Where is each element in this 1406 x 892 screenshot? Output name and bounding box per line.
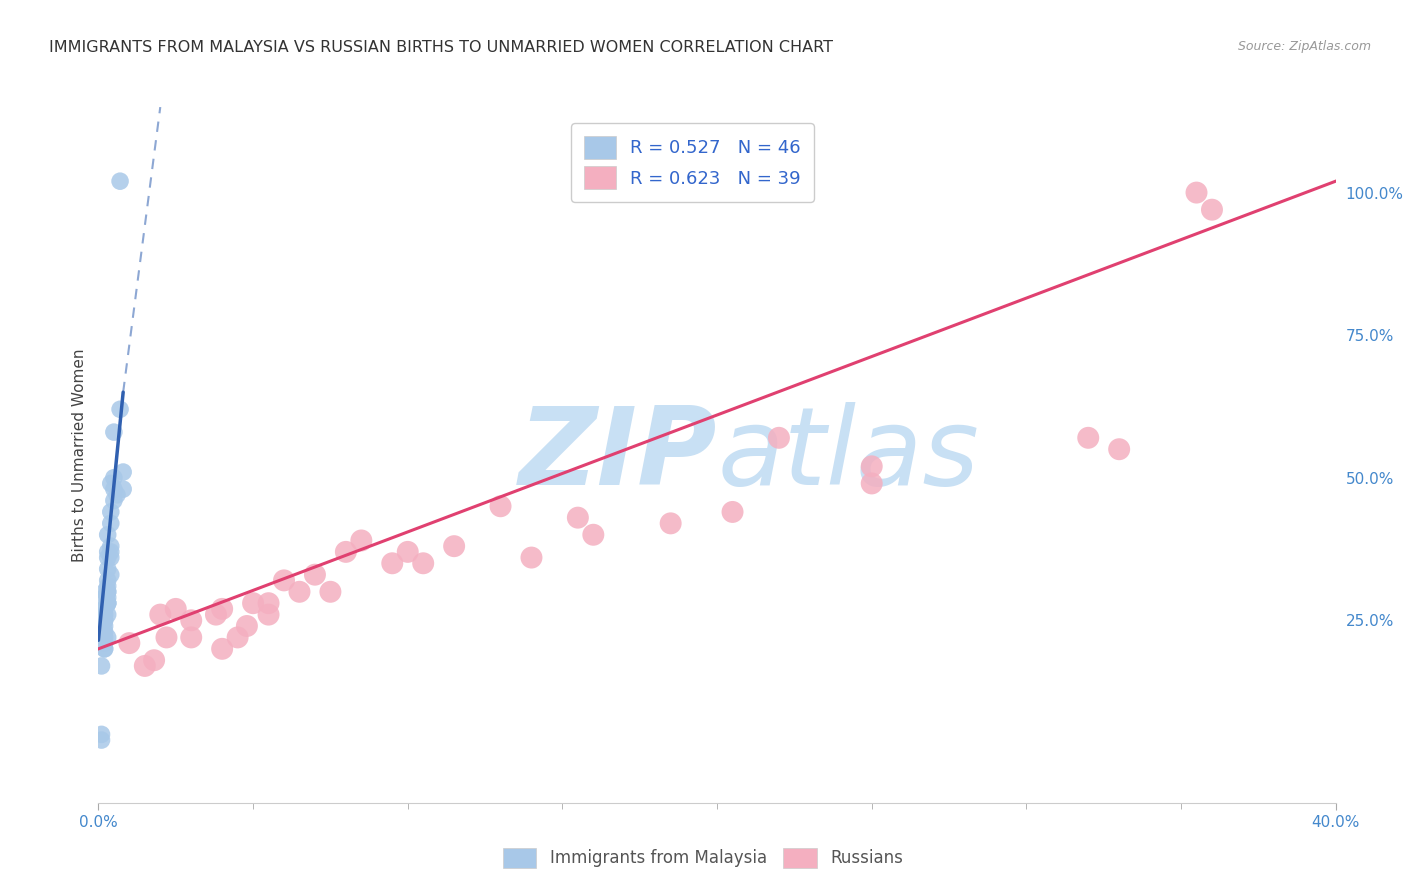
Point (93, 631, 115, 645)
Point (1201, 202, 1223, 217)
Text: ZIP: ZIP (519, 402, 717, 508)
Point (97, 545, 120, 559)
Point (768, 431, 790, 445)
Point (93, 591, 115, 605)
Point (103, 425, 125, 439)
Point (257, 596, 280, 610)
Point (93, 602, 115, 616)
Point (118, 636, 141, 650)
Point (97, 574, 120, 588)
Point (97, 579, 120, 593)
Point (288, 584, 311, 599)
Point (90, 659, 112, 673)
Point (112, 465, 135, 479)
Point (90, 733, 112, 747)
Point (108, 402, 131, 417)
Point (100, 516, 122, 531)
Point (721, 505, 744, 519)
Point (443, 539, 465, 553)
Point (97, 528, 120, 542)
Point (381, 556, 404, 570)
Point (112, 482, 135, 496)
Point (90, 727, 112, 741)
Point (97, 562, 120, 576)
Point (93, 641, 115, 656)
Point (97, 596, 120, 610)
Legend: R = 0.527   N = 46, R = 0.623   N = 39: R = 0.527 N = 46, R = 0.623 N = 39 (571, 123, 814, 202)
Point (105, 488, 128, 502)
Point (97, 631, 120, 645)
Point (93, 613, 115, 627)
Point (93, 602, 115, 616)
Point (659, 516, 682, 531)
Point (489, 500, 512, 514)
Point (1108, 442, 1130, 457)
Point (97, 596, 120, 610)
Point (335, 545, 357, 559)
Point (211, 641, 233, 656)
Point (134, 659, 156, 673)
Point (567, 510, 589, 524)
Point (93, 641, 115, 656)
Point (97, 607, 120, 622)
Point (273, 574, 295, 588)
Point (155, 631, 177, 645)
Point (412, 556, 434, 570)
Point (97, 591, 120, 605)
Point (93, 584, 115, 599)
Point (211, 602, 233, 616)
Point (165, 602, 187, 616)
Point (100, 539, 122, 553)
Point (226, 631, 249, 645)
Point (93, 636, 115, 650)
Point (103, 482, 125, 496)
Point (257, 607, 280, 622)
Point (97, 550, 120, 565)
Point (100, 505, 122, 519)
Point (93, 619, 115, 633)
Point (93, 607, 115, 622)
Point (93, 613, 115, 627)
Point (97, 584, 120, 599)
Point (319, 584, 342, 599)
Point (100, 476, 122, 491)
Point (180, 631, 202, 645)
Text: atlas: atlas (717, 402, 979, 508)
Point (97, 584, 120, 599)
Point (1077, 431, 1099, 445)
Point (242, 596, 264, 610)
Point (860, 476, 883, 491)
Point (97, 596, 120, 610)
Point (149, 607, 172, 622)
Legend: Immigrants from Malaysia, Russians: Immigrants from Malaysia, Russians (496, 841, 910, 875)
Point (180, 613, 202, 627)
Point (103, 493, 125, 508)
Point (350, 533, 373, 548)
Point (1185, 186, 1208, 200)
Point (582, 528, 605, 542)
Text: Source: ZipAtlas.com: Source: ZipAtlas.com (1237, 40, 1371, 54)
Point (520, 550, 543, 565)
Point (103, 471, 125, 485)
Point (396, 545, 419, 559)
Point (205, 607, 228, 622)
Y-axis label: Births to Unmarried Women: Births to Unmarried Women (72, 348, 87, 562)
Text: IMMIGRANTS FROM MALAYSIA VS RUSSIAN BIRTHS TO UNMARRIED WOMEN CORRELATION CHART: IMMIGRANTS FROM MALAYSIA VS RUSSIAN BIRT… (49, 40, 834, 55)
Point (93, 624, 115, 639)
Point (100, 545, 122, 559)
Point (100, 567, 122, 582)
Point (304, 567, 326, 582)
Point (236, 619, 259, 633)
Point (860, 459, 883, 474)
Point (100, 550, 122, 565)
Point (108, 174, 131, 188)
Point (143, 653, 166, 667)
